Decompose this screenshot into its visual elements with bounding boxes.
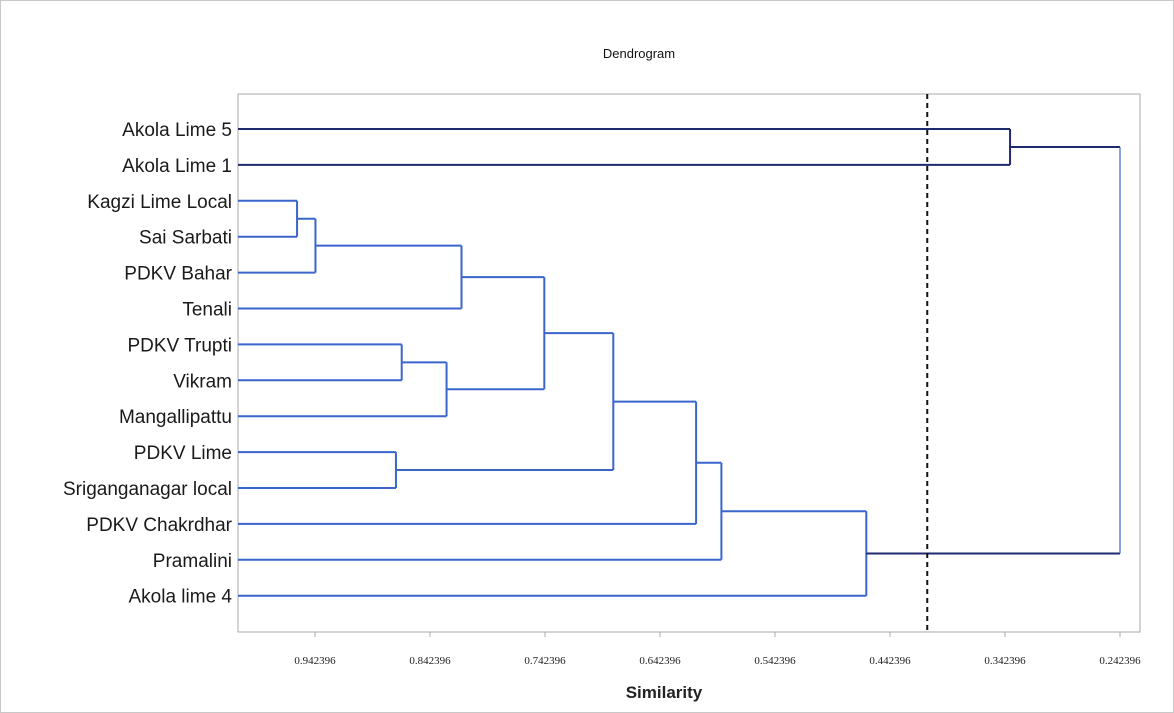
branches bbox=[238, 128, 1121, 597]
x-tick-label: 0.842396 bbox=[409, 655, 451, 667]
leaf-label: PDKV Lime bbox=[134, 443, 232, 464]
leaf-label: PDKV Trupti bbox=[127, 335, 232, 356]
leaf-label: Tenali bbox=[182, 300, 232, 321]
x-tick-label: 0.642396 bbox=[639, 655, 681, 667]
x-tick-label: 0.742396 bbox=[524, 655, 566, 667]
x-tick-label: 0.942396 bbox=[294, 655, 336, 667]
leaf-label: Kagzi Lime Local bbox=[87, 192, 232, 213]
leaf-label: PDKV Chakrdhar bbox=[86, 515, 232, 536]
x-tick-label: 0.342396 bbox=[984, 655, 1026, 667]
leaf-label: Sai Sarbati bbox=[139, 228, 232, 249]
leaf-label: Akola Lime 5 bbox=[122, 120, 232, 141]
x-tick-label: 0.542396 bbox=[754, 655, 796, 667]
x-tick-label: 0.242396 bbox=[1099, 655, 1141, 667]
leaf-label: PDKV Bahar bbox=[124, 264, 232, 285]
leaf-label: Akola Lime 1 bbox=[122, 156, 232, 177]
x-axis-title: Similarity bbox=[626, 683, 703, 702]
plot-frame bbox=[237, 93, 1141, 633]
x-axis-ticks: 0.942396 0.842396 0.742396 0.642396 0.542396… bbox=[294, 632, 1141, 667]
leaf-label: Vikram bbox=[173, 371, 232, 392]
leaf-label: Sriganganagar local bbox=[63, 479, 232, 500]
leaf-label: Akola lime 4 bbox=[129, 587, 233, 608]
leaf-labels: Akola Lime 5 Akola Lime 1 Kagzi Lime Local… bbox=[63, 120, 233, 608]
leaf-label: Pramalini bbox=[153, 551, 232, 572]
leaf-label: Mangallipattu bbox=[119, 407, 232, 428]
chart-title: Dendrogram bbox=[603, 46, 675, 61]
x-tick-label: 0.442396 bbox=[869, 655, 911, 667]
